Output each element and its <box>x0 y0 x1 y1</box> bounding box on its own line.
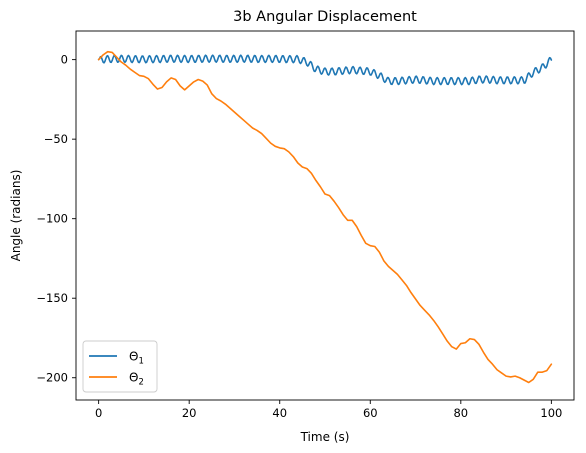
plot-area <box>97 50 553 384</box>
y-tick-label: −50 <box>44 132 68 146</box>
x-tick-label: 80 <box>453 406 468 420</box>
legend-label-subscript: 1 <box>138 357 143 367</box>
x-tick-label: 60 <box>363 406 378 420</box>
x-tick-label: 0 <box>95 406 102 420</box>
y-tick-label: 0 <box>61 53 68 67</box>
legend-label-subscript: 2 <box>138 378 143 388</box>
legend-label-theta-1: Θ1 <box>129 350 144 367</box>
series-line-theta-2 <box>97 50 553 384</box>
x-axis-label: Time (s) <box>300 430 350 444</box>
plot-frame <box>75 30 575 401</box>
x-tick-label: 20 <box>182 406 197 420</box>
chart-title: 3b Angular Displacement <box>233 9 417 25</box>
series-line-theta-1 <box>97 54 553 86</box>
y-tick-label: −200 <box>36 371 68 385</box>
x-tick-label: 100 <box>540 406 562 420</box>
x-tick-label: 40 <box>272 406 287 420</box>
y-axis-label: Angle (radians) <box>9 170 23 262</box>
legend-label-base: Θ <box>129 371 138 385</box>
axis-ticks: 0 20 40 60 80 100 0 −50 −100 −150 −200 <box>36 53 562 420</box>
legend-label-base: Θ <box>129 350 138 364</box>
y-tick-label: −150 <box>36 291 68 305</box>
legend-label-theta-2: Θ2 <box>129 371 144 388</box>
y-tick-label: −100 <box>36 212 68 226</box>
legend-frame <box>82 340 158 393</box>
